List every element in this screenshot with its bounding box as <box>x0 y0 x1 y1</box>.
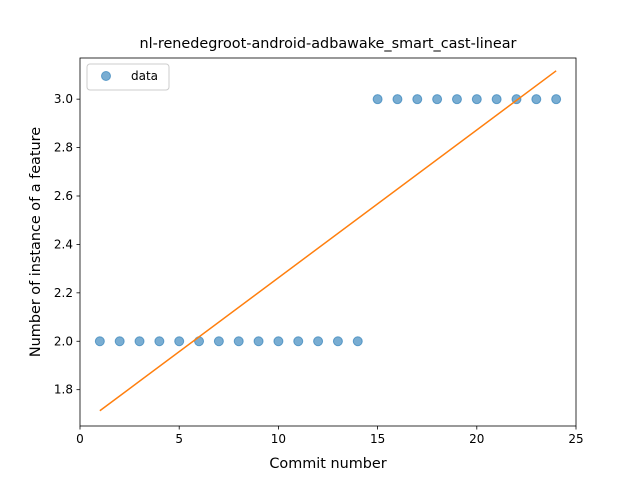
y-tick-label: 1.8 <box>54 383 73 397</box>
data-point <box>213 336 224 347</box>
data-point <box>451 94 462 105</box>
axes-frame <box>79 57 577 427</box>
x-tick-label: 10 <box>271 432 286 446</box>
data-point <box>134 336 145 347</box>
data-point <box>273 336 284 347</box>
fit-line <box>99 70 557 412</box>
chart-title: nl-renedegroot-android-adbawake_smart_ca… <box>140 36 517 52</box>
data-point <box>313 336 324 347</box>
x-tick-label: 15 <box>370 432 385 446</box>
data-point <box>352 336 363 347</box>
data-point <box>194 336 205 347</box>
y-axis-label: Number of instance of a feature <box>28 127 44 357</box>
x-tick-label: 25 <box>568 432 583 446</box>
x-tick-label: 0 <box>76 432 84 446</box>
y-tick-label: 2.2 <box>54 286 73 300</box>
data-point <box>412 94 423 105</box>
x-axis: 0 5 10 15 20 25 <box>76 426 584 446</box>
y-axis: 1.8 2.0 2.2 2.4 2.6 2.8 3.0 <box>54 92 80 397</box>
data-point <box>94 336 105 347</box>
data-point <box>253 336 264 347</box>
legend-box <box>86 63 170 91</box>
y-tick-label: 2.8 <box>54 141 73 155</box>
legend-label-data: data <box>131 69 158 83</box>
x-tick-label: 5 <box>175 432 183 446</box>
data-point <box>491 94 502 105</box>
y-tick-label: 3.0 <box>54 92 73 106</box>
data-point <box>372 94 383 105</box>
x-axis-label: Commit number <box>269 456 386 472</box>
data-point <box>471 94 482 105</box>
data-point <box>551 94 562 105</box>
data-point <box>293 336 304 347</box>
y-tick-label: 2.0 <box>54 334 73 348</box>
data-point <box>392 94 403 105</box>
legend-marker <box>101 71 111 81</box>
data-point <box>174 336 185 347</box>
data-point <box>114 336 125 347</box>
data-point <box>432 94 443 105</box>
y-tick-label: 2.4 <box>54 237 73 251</box>
x-tick-label: 20 <box>469 432 484 446</box>
legend: data <box>86 63 170 91</box>
y-tick-label: 2.6 <box>54 189 73 203</box>
data-point <box>531 94 542 105</box>
data-point <box>332 336 343 347</box>
data-point <box>154 336 165 347</box>
plot-area <box>79 57 577 427</box>
data-point <box>233 336 244 347</box>
